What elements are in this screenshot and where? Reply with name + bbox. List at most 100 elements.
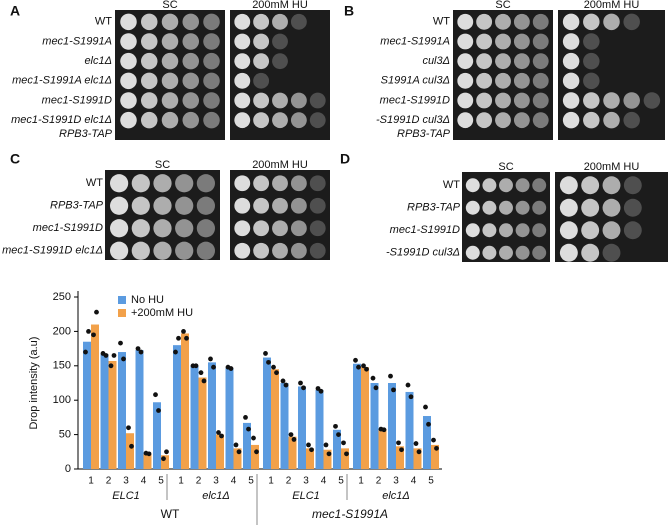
strain-label: mec1-S1991D xyxy=(380,94,450,106)
strain-label: mec1-S1991D elc1Δ xyxy=(11,114,112,126)
spot xyxy=(131,241,150,260)
x-tick-label: 5 xyxy=(338,476,344,487)
bar xyxy=(118,352,126,469)
spot xyxy=(161,13,179,31)
spot xyxy=(175,219,194,238)
replicate-dot xyxy=(263,351,268,356)
spot xyxy=(203,52,220,70)
spot xyxy=(120,72,137,90)
spot xyxy=(532,92,549,109)
spot xyxy=(602,221,621,240)
bar xyxy=(388,383,396,469)
spot xyxy=(515,178,530,193)
y-tick-label: 50 xyxy=(59,429,71,441)
bar xyxy=(271,369,279,469)
spot xyxy=(131,174,150,193)
spot xyxy=(196,196,216,215)
spot xyxy=(513,13,530,30)
replicate-dot xyxy=(309,447,314,453)
replicate-dot xyxy=(388,373,393,379)
strain-label: mec1-S1991A elc1Δ xyxy=(12,75,112,87)
replicate-dot xyxy=(184,335,189,341)
replicate-dot xyxy=(181,329,186,334)
replicate-dot xyxy=(405,382,411,388)
replicate-dot xyxy=(86,329,91,334)
spot xyxy=(290,220,307,237)
replicate-dot xyxy=(434,445,439,451)
spot xyxy=(643,92,661,109)
panel-letter: C xyxy=(10,151,20,167)
spot xyxy=(253,92,270,109)
panel-letter: B xyxy=(344,3,354,19)
spot xyxy=(457,53,474,70)
spot xyxy=(309,220,326,237)
x-tick-label: 2 xyxy=(286,476,292,487)
group-label: ELC1 xyxy=(292,490,320,502)
replicate-dot xyxy=(243,415,248,420)
spot xyxy=(140,52,158,70)
bar xyxy=(361,367,369,469)
spot xyxy=(234,33,251,50)
replicate-dot xyxy=(318,388,324,394)
spot xyxy=(559,198,578,217)
bar xyxy=(306,448,314,469)
spot xyxy=(131,219,150,238)
strain-label: mec1-S1991D elc1Δ xyxy=(2,245,103,257)
spot xyxy=(465,178,480,193)
spot xyxy=(532,223,547,238)
spot xyxy=(583,111,600,129)
spot xyxy=(562,92,580,109)
replicate-dot xyxy=(344,451,349,457)
spot xyxy=(562,72,580,90)
bar xyxy=(298,386,306,469)
replicate-dot xyxy=(236,449,242,455)
replicate-dot xyxy=(323,442,329,448)
replicate-dot xyxy=(129,443,134,449)
spot xyxy=(234,242,251,259)
bar xyxy=(198,377,207,469)
spot xyxy=(253,197,270,214)
bar xyxy=(173,345,181,469)
replicate-dot xyxy=(306,442,311,448)
spot xyxy=(476,53,493,70)
x-tick-label: 4 xyxy=(321,476,327,487)
replicate-dot xyxy=(83,349,88,355)
strain-label: RPB3-TAP xyxy=(397,128,451,140)
replicate-dot xyxy=(298,380,303,386)
bar xyxy=(251,444,259,469)
replicate-dot xyxy=(274,370,279,376)
column-header: SC xyxy=(162,0,177,11)
spot xyxy=(457,92,474,109)
spot xyxy=(499,178,513,193)
replicate-dot xyxy=(126,425,131,431)
x-tick-label: 1 xyxy=(358,476,364,487)
x-tick-label: 5 xyxy=(428,476,434,487)
spot xyxy=(515,200,530,215)
bar xyxy=(161,455,169,469)
x-tick-label: 5 xyxy=(248,476,254,487)
spot xyxy=(495,72,511,89)
bar xyxy=(126,433,134,469)
spot xyxy=(583,52,600,70)
spot xyxy=(562,33,580,50)
replicate-dot xyxy=(396,440,401,446)
spot xyxy=(234,197,251,214)
strain-label: WT xyxy=(433,16,450,28)
column-header: SC xyxy=(155,159,170,171)
spot xyxy=(309,175,326,192)
y-tick-label: 100 xyxy=(53,394,71,406)
x-tick-label: 3 xyxy=(393,476,399,487)
spot xyxy=(109,174,129,193)
spot xyxy=(495,13,511,30)
bar xyxy=(216,434,224,469)
replicate-dot xyxy=(118,340,123,346)
spot xyxy=(476,13,493,30)
spot xyxy=(182,52,200,70)
legend-label: +200mM HU xyxy=(131,307,193,319)
spot xyxy=(234,220,251,237)
bar xyxy=(323,449,332,469)
spot xyxy=(272,53,288,70)
spot xyxy=(476,33,493,50)
column-header: 200mM HU xyxy=(252,0,308,11)
